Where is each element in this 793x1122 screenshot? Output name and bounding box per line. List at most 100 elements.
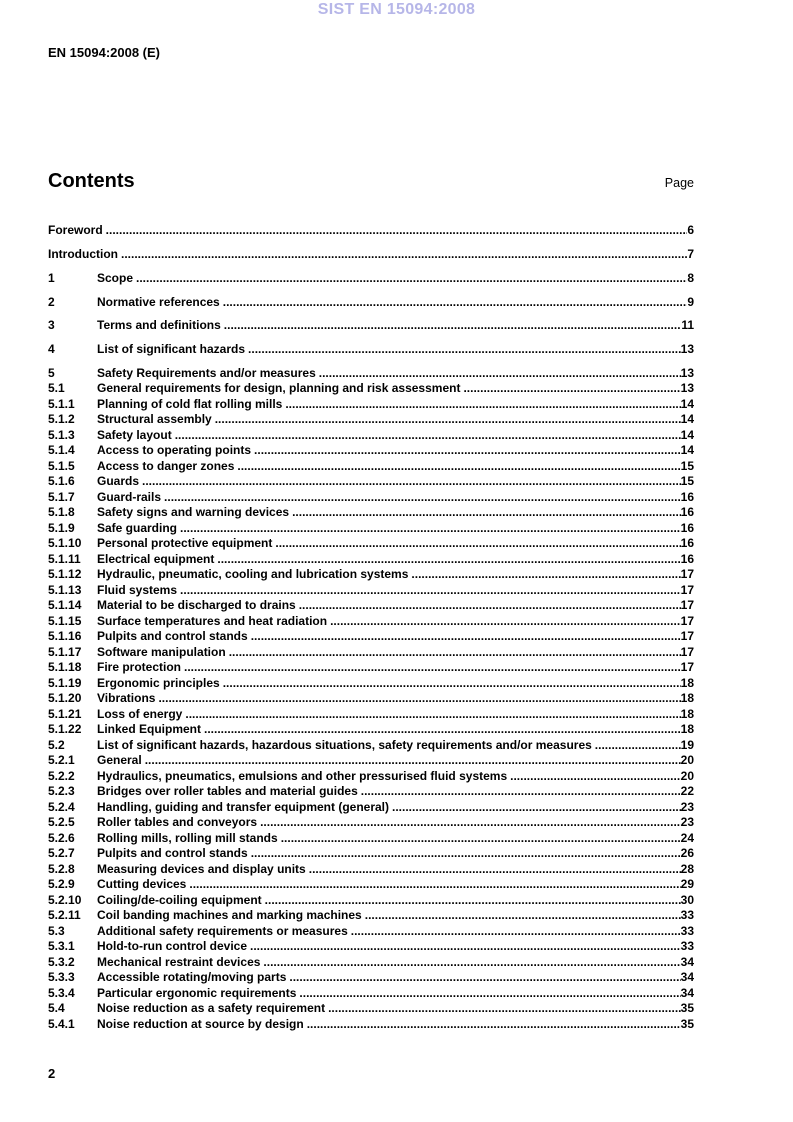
toc-entry: 5.3.2 Mechanical restraint devices 34 bbox=[48, 955, 694, 971]
toc-entry-number: 5.1.6 bbox=[48, 474, 75, 489]
toc-leader-dots bbox=[595, 738, 681, 754]
toc-entry-page: 6 bbox=[687, 223, 694, 238]
watermark-text: SIST EN 15094:2008 bbox=[317, 1, 476, 18]
toc-leader-dots bbox=[184, 660, 681, 676]
toc-entry-page: 23 bbox=[680, 799, 694, 814]
toc-entry-title: Safe guarding bbox=[97, 520, 178, 535]
toc-entry-page: 18 bbox=[680, 691, 694, 706]
toc-entry-page: 20 bbox=[680, 768, 694, 783]
toc-entry-page: 17 bbox=[680, 629, 694, 644]
toc-leader-dots bbox=[217, 552, 680, 568]
toc-entry-title: Coil banding machines and marking machin… bbox=[97, 908, 362, 923]
toc-leader-dots bbox=[510, 769, 681, 785]
toc-entry-page: 18 bbox=[680, 722, 694, 737]
toc-entry-title: Bridges over roller tables and material … bbox=[97, 784, 358, 799]
toc-entry-title: Scope bbox=[97, 270, 134, 285]
toc-entry: 5.1.2 Structural assembly 14 bbox=[48, 412, 694, 428]
toc-entry-title: Normative references bbox=[97, 294, 220, 309]
toc-leader-dots bbox=[250, 939, 681, 955]
toc-entry-title: Terms and definitions bbox=[97, 318, 221, 333]
toc-entry-title: Noise reduction at source by design bbox=[97, 1016, 304, 1031]
toc-leader-dots bbox=[164, 490, 681, 506]
toc-entry-title: Pulpits and control stands bbox=[97, 846, 248, 861]
contents-header: Contents Page bbox=[48, 170, 694, 193]
toc-entry-number: 5.1.2 bbox=[48, 412, 75, 427]
toc-entry: 5.1.5 Access to danger zones 15 bbox=[48, 459, 694, 475]
toc-leader-dots bbox=[136, 271, 687, 287]
toc-entry-title: Linked Equipment bbox=[97, 722, 202, 737]
toc-entry-title: Structural assembly bbox=[97, 412, 212, 427]
toc-entry-title: Personal protective equipment bbox=[97, 536, 273, 551]
toc-entry-number: 5.1.21 bbox=[48, 706, 82, 721]
toc-entry: 5.2.8 Measuring devices and display unit… bbox=[48, 862, 694, 878]
toc-entry-number: 5.1.19 bbox=[48, 675, 82, 690]
toc-entry-number: 5.4.1 bbox=[48, 1016, 75, 1031]
toc-entry: 1 Scope 8 bbox=[48, 271, 694, 287]
toc-entry: 5.1.22 Linked Equipment 18 bbox=[48, 722, 694, 738]
toc-entry-number: 5.1.1 bbox=[48, 396, 75, 411]
toc-entry-page: 24 bbox=[680, 830, 694, 845]
toc-leader-dots bbox=[292, 505, 681, 521]
toc-entry: 4 List of significant hazards 13 bbox=[48, 342, 694, 358]
toc-entry-title: Hydraulic, pneumatic, cooling and lubric… bbox=[97, 567, 409, 582]
toc-entry-page: 33 bbox=[680, 939, 694, 954]
toc-leader-dots bbox=[142, 474, 681, 490]
toc-entry-page: 14 bbox=[680, 443, 694, 458]
toc-entry-number: 5.2 bbox=[48, 737, 65, 752]
toc-leader-dots bbox=[223, 295, 688, 311]
toc-leader-dots bbox=[299, 986, 680, 1002]
toc-entry-number: 5.3.2 bbox=[48, 954, 75, 969]
toc-entry-title: Safety layout bbox=[97, 427, 172, 442]
toc-entry-number: 5.1.18 bbox=[48, 660, 82, 675]
toc-entry-title: General requirements for design, plannin… bbox=[97, 381, 461, 396]
toc-entry-title: Safety signs and warning devices bbox=[97, 505, 290, 520]
toc-entry-page: 16 bbox=[680, 505, 694, 520]
toc-entry: 5.1.6 Guards 15 bbox=[48, 474, 694, 490]
toc-entry-page: 9 bbox=[687, 294, 694, 309]
toc-entry-number: 5.1.4 bbox=[48, 443, 75, 458]
toc-entry-number: 5.2.1 bbox=[48, 753, 75, 768]
toc-entry-title: Planning of cold flat rolling mills bbox=[97, 396, 283, 411]
toc-entry-page: 11 bbox=[681, 318, 694, 333]
toc-entry-title: Access to danger zones bbox=[97, 458, 235, 473]
toc-entry-number: 5.1.13 bbox=[48, 582, 82, 597]
toc-entry-number: 5.1.8 bbox=[48, 505, 75, 520]
contents-title: Contents bbox=[48, 170, 135, 192]
toc-entry-number: 5.1.14 bbox=[48, 598, 82, 613]
toc-entry-number: 5.4 bbox=[48, 1001, 65, 1016]
toc-entry-page: 7 bbox=[687, 247, 694, 261]
toc-entry: 5.2.11 Coil banding machines and marking… bbox=[48, 908, 694, 924]
toc-leader-dots bbox=[175, 428, 681, 444]
toc-leader-dots bbox=[237, 459, 680, 475]
toc-entry-number: 5.1.11 bbox=[48, 551, 81, 566]
page-column-label: Page bbox=[664, 176, 694, 190]
toc-leader-dots bbox=[204, 722, 681, 738]
toc-entry-page: 20 bbox=[680, 753, 694, 768]
toc-entry-page: 33 bbox=[680, 908, 694, 923]
toc-entry: 5.1.13 Fluid systems 17 bbox=[48, 583, 694, 599]
toc-entry-page: 22 bbox=[680, 784, 694, 799]
toc-leader-dots bbox=[263, 955, 680, 971]
toc-entry-title: Accessible rotating/moving parts bbox=[97, 970, 287, 985]
toc-entry-number: 5.1.9 bbox=[48, 520, 75, 535]
toc-entry: 5.1.21 Loss of energy 18 bbox=[48, 707, 694, 723]
toc-entry-number: 5.2.2 bbox=[48, 768, 75, 783]
toc-entry: 5.1.3 Safety layout 14 bbox=[48, 428, 694, 444]
toc-entry-title: List of significant hazards bbox=[97, 342, 246, 356]
toc-entry: 3 Terms and definitions 11 bbox=[48, 318, 694, 334]
toc-entry-page: 17 bbox=[680, 660, 694, 675]
toc-entry: 5.1 General requirements for design, pla… bbox=[48, 381, 694, 397]
toc-entry-page: 18 bbox=[680, 675, 694, 690]
toc-leader-dots bbox=[299, 598, 681, 614]
toc-leader-dots bbox=[328, 1001, 681, 1017]
toc-leader-dots bbox=[361, 784, 681, 800]
toc-entry-title: Fire protection bbox=[97, 660, 182, 675]
toc-entry: 5.1.8 Safety signs and warning devices 1… bbox=[48, 505, 694, 521]
toc-entry-number: 5.2.3 bbox=[48, 784, 75, 799]
toc-entry-page: 26 bbox=[680, 846, 694, 861]
toc-entry-number: 5.1.22 bbox=[48, 722, 82, 737]
toc-entry-page: 34 bbox=[680, 985, 694, 1000]
toc-entry: 5.1.7 Guard-rails 16 bbox=[48, 490, 694, 506]
toc-entry-page: 18 bbox=[680, 706, 694, 721]
